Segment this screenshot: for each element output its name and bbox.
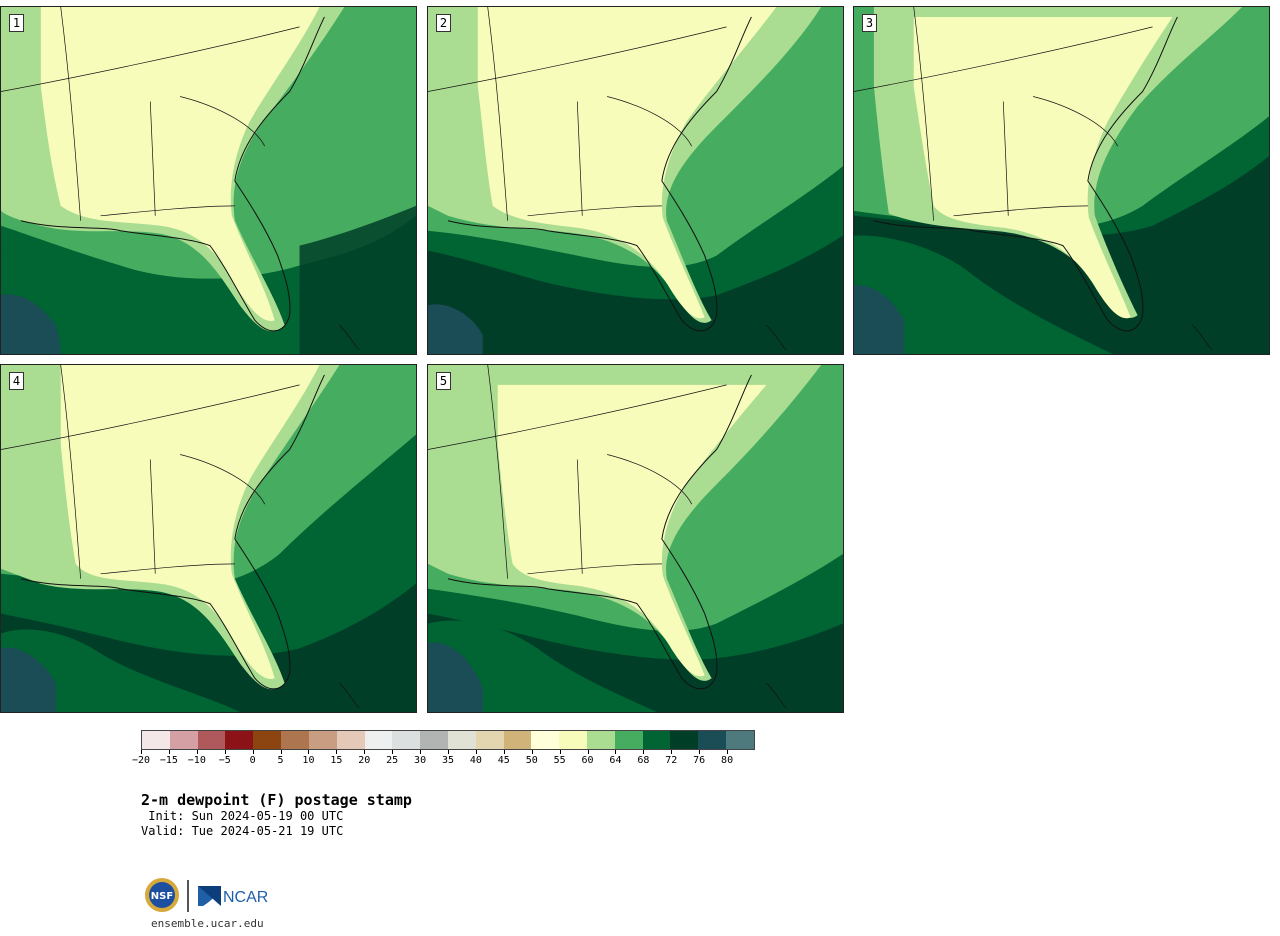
colorbar-swatch — [281, 731, 309, 749]
colorbar-tick-label: 25 — [386, 755, 399, 766]
colorbar-tick-label: 20 — [358, 755, 371, 766]
dewpoint-colorbar — [141, 730, 755, 750]
colorbar-swatch — [336, 731, 365, 749]
colorbar-tick — [280, 750, 282, 754]
colorbar-tick — [308, 750, 310, 754]
colorbar-swatch — [642, 731, 671, 749]
colorbar-tick — [392, 750, 394, 754]
colorbar-swatch — [531, 731, 560, 749]
colorbar-tick-label: 0 — [249, 755, 256, 766]
colorbar-tick-label: −5 — [218, 755, 231, 766]
colorbar-tick-label: 15 — [330, 755, 343, 766]
member-number: 3 — [862, 14, 877, 32]
colorbar-tick-label: 68 — [637, 755, 650, 766]
valid-time: Valid: Tue 2024-05-21 19 UTC — [141, 824, 344, 838]
colorbar-tick-label: 64 — [609, 755, 622, 766]
dewpoint-map — [428, 7, 843, 354]
dewpoint-map — [1, 365, 416, 712]
colorbar-tick — [336, 750, 338, 754]
colorbar-tick-label: 45 — [497, 755, 510, 766]
colorbar-tick — [224, 750, 226, 754]
colorbar-tick-label: −20 — [131, 755, 151, 766]
site-url: ensemble.ucar.edu — [151, 917, 264, 930]
colorbar-swatch — [614, 731, 643, 749]
colorbar-swatch — [447, 731, 476, 749]
member-panel-4: 4 — [0, 364, 417, 713]
colorbar-tick-label: 50 — [525, 755, 538, 766]
member-number: 4 — [9, 372, 24, 390]
colorbar-tick — [141, 750, 142, 754]
member-number: 1 — [9, 14, 24, 32]
colorbar-tick — [727, 750, 729, 754]
member-number: 5 — [436, 372, 451, 390]
colorbar-tick — [252, 750, 254, 754]
colorbar-tick — [196, 750, 198, 754]
colorbar-swatch — [587, 731, 615, 749]
dewpoint-map — [428, 365, 843, 712]
colorbar-tick — [364, 750, 366, 754]
colorbar-swatch — [503, 731, 532, 749]
colorbar-tick — [531, 750, 533, 754]
member-panel-2: 2 — [427, 6, 844, 355]
colorbar-tick — [559, 750, 561, 754]
init-time: Init: Sun 2024-05-19 00 UTC — [141, 809, 344, 823]
colorbar-swatch — [475, 731, 504, 749]
member-panel-3: 3 — [853, 6, 1270, 355]
colorbar-tick-label: −10 — [187, 755, 206, 766]
colorbar-tick-label: 72 — [665, 755, 678, 766]
colorbar-tick-label: 76 — [693, 755, 706, 766]
colorbar-tick — [671, 750, 673, 754]
colorbar-swatch — [169, 731, 198, 749]
colorbar-tick-label: 30 — [414, 755, 427, 766]
colorbar-tick — [587, 750, 589, 754]
colorbar-ticks: −20 −15 −10 −5 0 5 10 15 20 25 30 35 40 45 50 55 60 64 68 7… — [132, 750, 755, 770]
colorbar-swatch — [559, 731, 587, 749]
colorbar-tick-label: 10 — [302, 755, 315, 766]
colorbar-swatch — [142, 731, 170, 749]
nsf-logo: NSF — [145, 878, 179, 912]
product-title: 2-m dewpoint (F) postage stamp — [141, 791, 412, 809]
member-panel-1: 1 — [0, 6, 417, 355]
colorbar-tick — [420, 750, 422, 754]
dewpoint-map — [1, 7, 416, 354]
ncar-logo: NCAR — [198, 886, 268, 906]
member-number: 2 — [436, 14, 451, 32]
colorbar-swatch — [197, 731, 226, 749]
dewpoint-map — [854, 7, 1269, 354]
colorbar-swatch — [253, 731, 282, 749]
ncar-logo-text: NCAR — [223, 889, 268, 906]
colorbar-swatch — [308, 731, 337, 749]
colorbar-tick-label: 55 — [553, 755, 566, 766]
colorbar-swatch — [225, 731, 254, 749]
nsf-logo-text: NSF — [151, 891, 173, 902]
colorbar-tick — [699, 750, 701, 754]
colorbar-tick-label: 80 — [721, 755, 734, 766]
colorbar-swatch — [698, 731, 727, 749]
colorbar-tick — [643, 750, 645, 754]
colorbar-swatch — [364, 731, 393, 749]
logo-divider — [187, 880, 189, 912]
colorbar-swatch — [726, 731, 754, 749]
colorbar-tick-label: 40 — [469, 755, 482, 766]
colorbar-swatch — [420, 731, 448, 749]
colorbar-swatch — [670, 731, 699, 749]
colorbar-tick — [168, 750, 170, 754]
colorbar-tick-label: 60 — [581, 755, 594, 766]
colorbar-tick — [448, 750, 449, 754]
colorbar-tick — [503, 750, 505, 754]
colorbar-tick — [475, 750, 477, 754]
colorbar-tick-label: 5 — [277, 755, 284, 766]
colorbar-swatch — [392, 731, 421, 749]
colorbar-tick — [615, 750, 617, 754]
colorbar-tick-label: −15 — [159, 755, 178, 766]
colorbar-tick-label: 35 — [441, 755, 455, 766]
member-panel-5: 5 — [427, 364, 844, 713]
